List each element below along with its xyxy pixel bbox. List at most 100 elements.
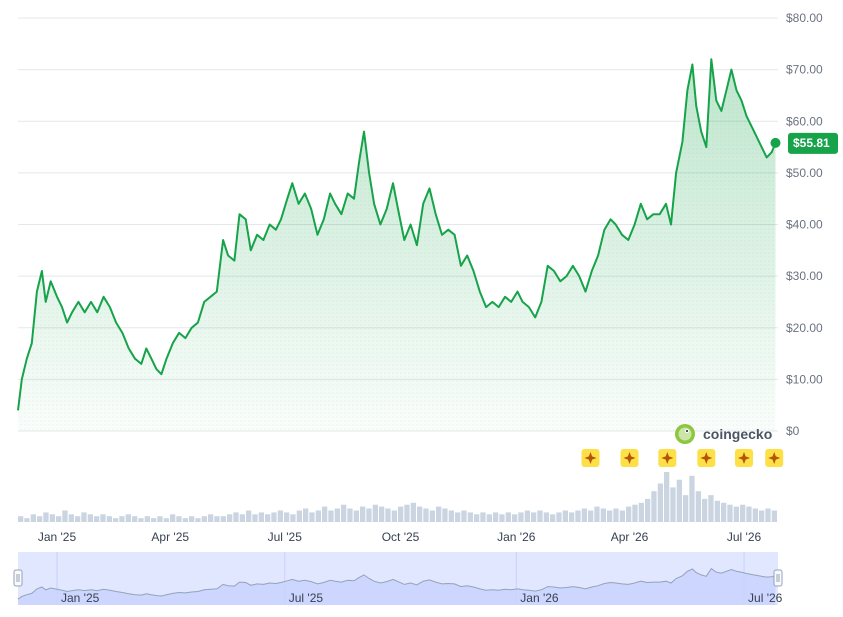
current-price-label: $55.81 bbox=[793, 136, 830, 150]
volume-bar bbox=[182, 518, 188, 522]
volume-bar bbox=[75, 516, 81, 522]
volume-bar bbox=[220, 516, 226, 522]
volume-bar bbox=[258, 512, 264, 522]
volume-bar bbox=[277, 510, 283, 522]
range-navigator[interactable]: Jan '25 Jul '25 Jan '26 Jul '26 bbox=[13, 552, 783, 605]
navigator-line bbox=[17, 567, 776, 600]
coingecko-wordmark: coingecko bbox=[703, 426, 772, 442]
volume-bar bbox=[759, 510, 765, 522]
volume-bar bbox=[607, 510, 613, 522]
volume-bar bbox=[467, 512, 473, 522]
volume-bar bbox=[410, 502, 416, 522]
volume-bar bbox=[303, 508, 309, 522]
volume-bar bbox=[176, 516, 182, 522]
volume-bar bbox=[550, 514, 556, 522]
volume-bar bbox=[689, 475, 695, 522]
volume-bar bbox=[119, 516, 125, 522]
navigator-right-handle[interactable] bbox=[773, 569, 783, 587]
volume-bar bbox=[81, 512, 87, 522]
volume-bar bbox=[505, 512, 511, 522]
sparkle-icon[interactable] bbox=[735, 449, 753, 467]
current-price-dot[interactable] bbox=[770, 137, 781, 148]
y-tick-label: $20.00 bbox=[786, 321, 823, 335]
navigator-tick-label: Jan '26 bbox=[520, 591, 559, 605]
volume-bar bbox=[347, 508, 353, 522]
volume-bar bbox=[493, 512, 499, 522]
volume-bar bbox=[106, 516, 112, 522]
volume-bar bbox=[151, 518, 157, 522]
volume-bar bbox=[683, 495, 689, 522]
volume-bar bbox=[455, 512, 461, 522]
x-axis-ticks: Jan '25 Apr '25 Jul '25 Oct '25 Jan '26 Apr '… bbox=[38, 530, 762, 544]
volume-bar bbox=[562, 510, 568, 522]
x-tick-label: Jan '25 bbox=[38, 530, 77, 544]
volume-bar bbox=[512, 514, 518, 522]
volume-bar bbox=[569, 512, 575, 522]
volume-bar bbox=[246, 510, 252, 522]
navigator-tick-label: Jul '25 bbox=[289, 591, 324, 605]
volume-bar bbox=[132, 516, 138, 522]
volume-bar bbox=[398, 506, 404, 522]
volume-bar bbox=[524, 510, 530, 522]
volume-bar bbox=[442, 508, 448, 522]
volume-bar bbox=[113, 518, 119, 522]
volume-bar bbox=[391, 510, 397, 522]
event-markers[interactable] bbox=[581, 449, 784, 467]
y-tick-label: $60.00 bbox=[786, 114, 823, 128]
sparkle-icon[interactable] bbox=[658, 449, 677, 467]
volume-bar bbox=[252, 514, 258, 522]
volume-bar bbox=[341, 504, 347, 522]
volume-bar bbox=[360, 506, 366, 522]
navigator-left-handle[interactable] bbox=[13, 569, 23, 587]
price-area-texture bbox=[18, 59, 776, 432]
volume-bar bbox=[144, 516, 150, 522]
sparkle-icon[interactable] bbox=[697, 449, 716, 467]
current-price-group: $55.81 bbox=[770, 132, 838, 154]
volume-bar bbox=[771, 510, 777, 522]
volume-bar bbox=[315, 510, 321, 522]
volume-bar bbox=[385, 508, 391, 522]
volume-bar bbox=[645, 498, 651, 522]
coingecko-watermark[interactable]: coingecko bbox=[675, 424, 772, 444]
sparkle-icon[interactable] bbox=[765, 449, 784, 467]
price-line[interactable] bbox=[17, 58, 777, 411]
volume-bar bbox=[423, 508, 429, 522]
volume-bar bbox=[676, 479, 682, 522]
volume-bar bbox=[638, 502, 644, 522]
volume-bar bbox=[372, 504, 378, 522]
volume-bar bbox=[353, 510, 359, 522]
volume-bar bbox=[49, 514, 55, 522]
volume-bar bbox=[62, 510, 68, 522]
volume-bar bbox=[227, 514, 233, 522]
volume-bar bbox=[575, 510, 581, 522]
volume-bar bbox=[328, 510, 334, 522]
volume-bar bbox=[702, 498, 708, 522]
volume-bar bbox=[619, 510, 625, 522]
volume-bar bbox=[157, 516, 163, 522]
volume-bar bbox=[474, 514, 480, 522]
volume-bar bbox=[24, 518, 30, 522]
volume-bar bbox=[670, 487, 676, 522]
volume-bar bbox=[721, 502, 727, 522]
volume-bar bbox=[531, 512, 537, 522]
volume-bar bbox=[37, 516, 43, 522]
volume-bar bbox=[125, 514, 131, 522]
volume-bar bbox=[708, 495, 714, 522]
volume-bar bbox=[664, 472, 670, 522]
volume-bar bbox=[43, 512, 49, 522]
volume-bar bbox=[195, 518, 201, 522]
sparkle-icon[interactable] bbox=[581, 449, 600, 467]
y-tick-label: $50.00 bbox=[786, 166, 823, 180]
volume-bar bbox=[613, 508, 619, 522]
y-tick-label: $80.00 bbox=[786, 11, 823, 25]
volume-bar bbox=[170, 514, 176, 522]
volume-bar bbox=[740, 504, 746, 522]
volume-bar bbox=[581, 508, 587, 522]
volume-bar bbox=[600, 508, 606, 522]
price-line-group[interactable] bbox=[17, 58, 777, 411]
sparkle-icon[interactable] bbox=[620, 449, 639, 467]
navigator-area bbox=[18, 568, 776, 605]
volume-bar bbox=[543, 512, 549, 522]
volume-bar bbox=[733, 506, 739, 522]
